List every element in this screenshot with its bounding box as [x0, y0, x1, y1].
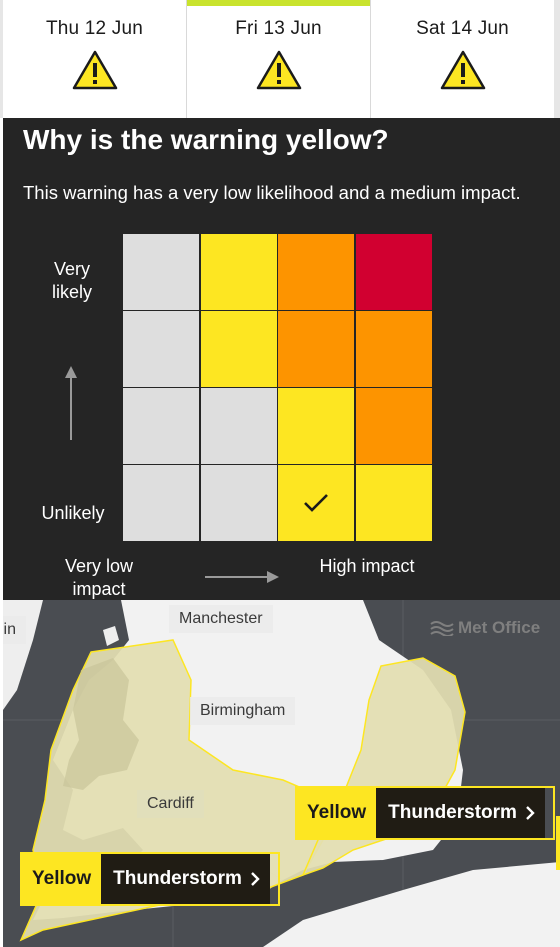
- met-office-logo: Met Office: [430, 618, 540, 638]
- matrix-cell: [355, 234, 432, 310]
- tab-sat-14-jun[interactable]: Sat 14 Jun: [370, 0, 560, 118]
- warning-type: Thunderstorm: [376, 788, 545, 838]
- warning-button-east[interactable]: Yellow Thunderstorm: [295, 786, 555, 840]
- warning-triangle-icon: [72, 50, 117, 90]
- risk-matrix: [123, 234, 432, 541]
- warning-level: Yellow: [297, 788, 377, 838]
- tab-label: Sat 14 Jun: [416, 18, 509, 39]
- warning-explanation-panel: Why is the warning yellow? This warning …: [3, 118, 560, 600]
- impact-high-label: High impact: [319, 556, 415, 576]
- met-office-wave-icon: [430, 621, 454, 636]
- warning-button-west[interactable]: Yellow Thunderstorm: [20, 852, 280, 906]
- matrix-cell: [278, 388, 354, 464]
- tab-label: Thu 12 Jun: [45, 18, 144, 39]
- panel-description: This warning has a very low likelihood a…: [23, 182, 521, 203]
- likelihood-high-label: Very likely: [51, 259, 92, 302]
- matrix-cell: [200, 465, 277, 541]
- warning-triangle-icon: [440, 50, 485, 90]
- matrix-cell: [278, 234, 354, 310]
- warning-button-edge: [556, 816, 560, 870]
- matrix-cell: [200, 234, 277, 310]
- arrow-right-icon: [205, 571, 279, 583]
- city-label-birmingham: Birmingham: [190, 697, 296, 725]
- arrow-up-icon: [65, 366, 77, 440]
- city-label-cardiff: Cardiff: [137, 790, 204, 818]
- likelihood-low-label: Unlikely: [41, 503, 105, 523]
- matrix-cell: [355, 388, 432, 464]
- warning-type-label: Thunderstorm: [388, 802, 517, 823]
- city-label-dublin: lin: [3, 616, 27, 644]
- matrix-cell-selected: [278, 465, 354, 541]
- matrix-cell: [355, 311, 432, 387]
- impact-low-label: Very low impact: [64, 556, 134, 599]
- city-label-manchester: Manchester: [169, 605, 273, 633]
- matrix-cell: [123, 465, 199, 541]
- matrix-cell: [200, 388, 277, 464]
- warning-type: Thunderstorm: [101, 854, 270, 904]
- matrix-cell: [123, 234, 199, 310]
- warning-type-label: Thunderstorm: [113, 868, 242, 889]
- panel-title: Why is the warning yellow?: [23, 124, 389, 155]
- day-tabs: Thu 12 Jun Fri 13 Jun Sat 14 Jun: [0, 0, 560, 118]
- chevron-right-icon: [251, 872, 260, 886]
- chevron-right-icon: [526, 806, 535, 820]
- matrix-cell: [123, 311, 199, 387]
- warning-triangle-icon: [256, 50, 301, 90]
- tab-thu-12-jun[interactable]: Thu 12 Jun: [0, 0, 186, 118]
- matrix-cell: [278, 311, 354, 387]
- warning-level: Yellow: [22, 854, 102, 904]
- tab-label: Fri 13 Jun: [235, 18, 322, 39]
- matrix-cell: [355, 465, 432, 541]
- matrix-cell: [200, 311, 277, 387]
- met-office-brand: Met Office: [458, 618, 541, 637]
- checkmark-icon: [304, 493, 328, 512]
- tab-fri-13-jun[interactable]: Fri 13 Jun: [186, 0, 370, 118]
- warning-map[interactable]: lin Manchester Birmingham Cardiff Met Of…: [3, 600, 560, 947]
- matrix-cell: [123, 388, 199, 464]
